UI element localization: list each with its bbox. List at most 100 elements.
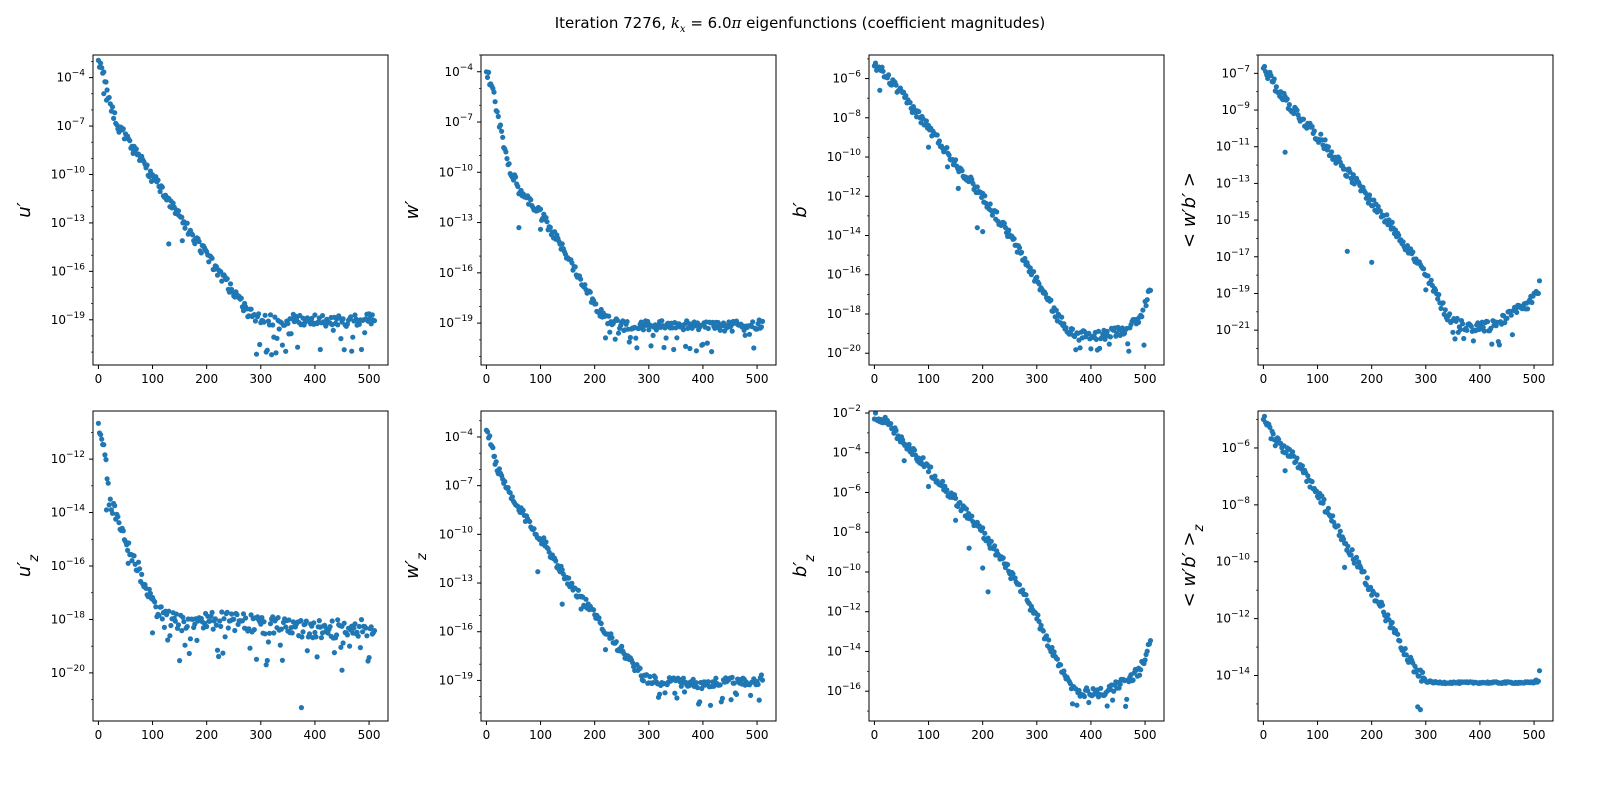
data-point bbox=[893, 82, 899, 88]
data-point bbox=[537, 226, 544, 232]
x-tick-label: 500 bbox=[1523, 728, 1546, 742]
data-point bbox=[1001, 220, 1007, 226]
data-point bbox=[1525, 306, 1531, 312]
data-point bbox=[299, 634, 305, 640]
data-point bbox=[243, 615, 249, 621]
data-point bbox=[1484, 319, 1491, 325]
data-point bbox=[304, 648, 310, 654]
data-point bbox=[1366, 192, 1373, 198]
x-tick-label: 100 bbox=[529, 372, 552, 386]
data-point bbox=[125, 547, 131, 554]
x-tick-label: 300 bbox=[637, 728, 660, 742]
data-point bbox=[371, 628, 378, 634]
data-point bbox=[175, 622, 182, 628]
x-tick-label: 300 bbox=[1414, 728, 1437, 742]
data-point bbox=[335, 617, 341, 623]
data-point bbox=[1282, 468, 1288, 474]
data-point bbox=[1088, 346, 1094, 352]
data-point bbox=[966, 545, 972, 551]
data-point bbox=[1035, 612, 1041, 618]
data-point bbox=[503, 149, 509, 155]
data-point bbox=[662, 325, 668, 331]
data-point bbox=[505, 485, 511, 491]
data-point bbox=[126, 540, 132, 546]
data-point bbox=[1535, 290, 1541, 296]
data-point bbox=[634, 345, 640, 351]
y-tick-label: 10−19 bbox=[51, 311, 86, 327]
data-point bbox=[673, 325, 679, 331]
data-point bbox=[609, 635, 615, 641]
data-point bbox=[988, 538, 994, 544]
data-point bbox=[190, 232, 196, 238]
data-point bbox=[366, 655, 372, 661]
data-point bbox=[253, 656, 260, 662]
x-tick-label: 300 bbox=[1025, 728, 1048, 742]
data-point bbox=[219, 278, 225, 284]
y-tick-label: 10−19 bbox=[439, 314, 474, 330]
data-point bbox=[1428, 277, 1434, 283]
data-point bbox=[989, 212, 996, 218]
data-point bbox=[1375, 203, 1381, 210]
data-point bbox=[1023, 592, 1029, 598]
y-tick-label: 10−8 bbox=[832, 523, 861, 539]
data-point bbox=[1006, 227, 1012, 233]
data-point bbox=[1036, 281, 1042, 287]
data-point bbox=[980, 565, 986, 571]
data-point bbox=[1508, 312, 1514, 318]
data-point bbox=[614, 317, 621, 323]
y-tick-label: 10−7 bbox=[56, 117, 85, 133]
data-point bbox=[507, 490, 513, 496]
data-point bbox=[125, 560, 131, 566]
data-point bbox=[1481, 328, 1487, 334]
data-point bbox=[252, 318, 258, 324]
data-point bbox=[221, 616, 227, 622]
data-point bbox=[944, 145, 950, 151]
data-point bbox=[1104, 703, 1110, 709]
data-point bbox=[1369, 259, 1375, 265]
data-point bbox=[626, 339, 632, 345]
data-point bbox=[220, 650, 226, 656]
data-point bbox=[330, 327, 336, 333]
data-point bbox=[129, 558, 135, 564]
data-point bbox=[240, 611, 247, 617]
x-tick-label: 0 bbox=[483, 372, 491, 386]
data-point bbox=[218, 623, 224, 630]
data-point bbox=[214, 647, 221, 653]
data-point bbox=[1536, 668, 1543, 674]
data-point bbox=[879, 64, 885, 70]
data-point bbox=[363, 625, 369, 631]
y-tick-label: 10−10 bbox=[439, 525, 474, 541]
data-point bbox=[314, 654, 320, 660]
data-point bbox=[494, 109, 500, 115]
data-point bbox=[217, 618, 223, 624]
data-point bbox=[1489, 341, 1495, 347]
data-point bbox=[602, 647, 609, 653]
data-point bbox=[159, 184, 165, 190]
data-point bbox=[1349, 547, 1355, 553]
data-point bbox=[1311, 128, 1317, 134]
data-point bbox=[575, 587, 582, 593]
data-point bbox=[109, 104, 116, 110]
data-point bbox=[350, 334, 356, 340]
data-point bbox=[264, 347, 270, 353]
data-point bbox=[1110, 697, 1116, 703]
data-point bbox=[1081, 693, 1087, 700]
data-point bbox=[161, 624, 167, 631]
data-point bbox=[985, 589, 991, 595]
data-point bbox=[1010, 571, 1016, 577]
x-tick-label: 400 bbox=[1079, 372, 1102, 386]
x-tick-label: 300 bbox=[637, 372, 660, 386]
data-point bbox=[286, 617, 292, 623]
axes-frame bbox=[92, 410, 389, 722]
data-point bbox=[906, 441, 912, 448]
data-point bbox=[1377, 208, 1383, 214]
data-point bbox=[1502, 320, 1508, 326]
data-point bbox=[309, 315, 315, 321]
x-tick-label: 0 bbox=[95, 728, 103, 742]
data-point bbox=[672, 690, 678, 696]
y-axis-label: < w′b′ > bbox=[1179, 172, 1200, 248]
data-point bbox=[759, 318, 766, 324]
data-point bbox=[566, 575, 572, 581]
data-point bbox=[99, 436, 105, 442]
data-point bbox=[139, 571, 145, 578]
